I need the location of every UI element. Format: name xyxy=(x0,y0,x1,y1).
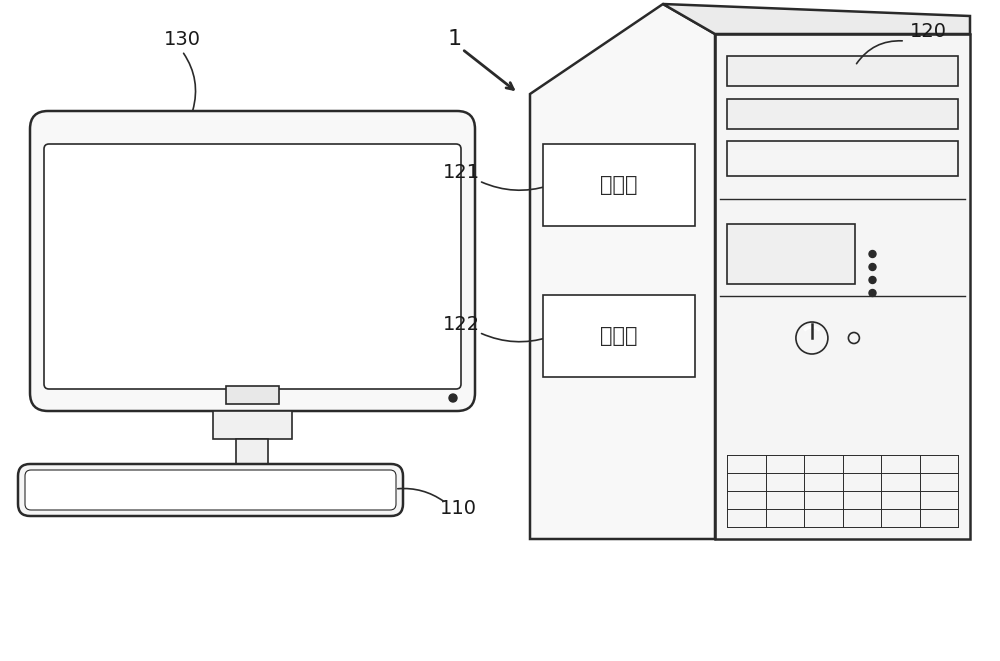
Circle shape xyxy=(869,290,876,297)
Polygon shape xyxy=(663,4,970,34)
FancyBboxPatch shape xyxy=(44,144,461,389)
Text: 110: 110 xyxy=(440,500,477,518)
FancyBboxPatch shape xyxy=(18,464,403,516)
Text: 122: 122 xyxy=(442,315,480,334)
FancyBboxPatch shape xyxy=(25,470,396,510)
Bar xyxy=(727,141,958,176)
Text: 121: 121 xyxy=(442,163,480,182)
Text: 1: 1 xyxy=(448,29,462,49)
Bar xyxy=(727,56,958,86)
Polygon shape xyxy=(530,4,715,539)
Circle shape xyxy=(869,251,876,258)
Bar xyxy=(715,34,970,539)
Text: 处理器: 处理器 xyxy=(600,175,638,195)
Circle shape xyxy=(869,264,876,270)
Bar xyxy=(226,386,278,404)
Bar xyxy=(213,411,292,439)
FancyBboxPatch shape xyxy=(112,477,392,505)
Bar xyxy=(543,144,695,226)
Bar xyxy=(236,439,268,477)
FancyBboxPatch shape xyxy=(30,111,475,411)
Text: 120: 120 xyxy=(909,22,946,40)
Bar xyxy=(727,224,854,284)
Text: 130: 130 xyxy=(164,30,200,48)
Text: 存储器: 存储器 xyxy=(600,327,638,346)
Bar xyxy=(543,295,695,377)
Circle shape xyxy=(869,276,876,284)
Bar xyxy=(727,99,958,129)
Circle shape xyxy=(449,394,457,402)
